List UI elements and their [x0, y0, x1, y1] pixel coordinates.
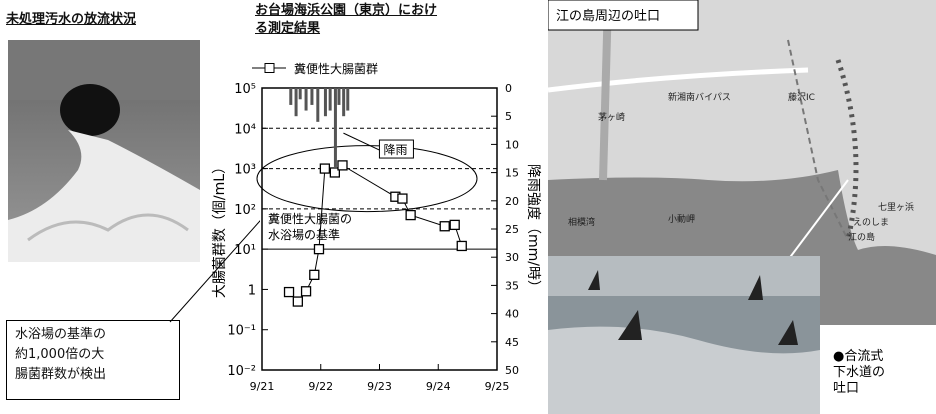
x-tick-label: 9/25 [485, 380, 510, 393]
marker [457, 241, 466, 250]
y2-tick-label: 40 [505, 308, 519, 321]
callout: 水浴場の基準の 約1,000倍の大 腸菌群数が検出 [6, 320, 180, 400]
marker [302, 287, 311, 296]
y2-tick-label: 50 [505, 364, 519, 377]
rain-bar [346, 88, 349, 111]
y2-tick-label: 0 [505, 82, 512, 95]
chart-title: お台場海浜公園（東京）における測定結果 [255, 2, 445, 38]
marker [285, 288, 294, 297]
marker [310, 270, 319, 279]
y2-tick-label: 25 [505, 223, 519, 236]
rain-bar [342, 88, 345, 116]
reference-label: 糞便性大腸菌の水浴場の基準 [268, 211, 352, 242]
marker [450, 220, 459, 229]
map-label: 江の島 [848, 231, 875, 243]
map-label: 七里ヶ浜 [878, 202, 914, 213]
map-label: 相模湾 [568, 216, 595, 228]
marker [440, 222, 449, 231]
y2-tick-label: 35 [505, 279, 519, 292]
map-label: えのしま [853, 217, 889, 228]
y2-tick-label: 10 [505, 138, 519, 151]
rain-bar [310, 88, 313, 105]
annotation: 降雨 [383, 143, 407, 157]
annotation-arrow [343, 133, 379, 150]
y2-tick-label: 5 [505, 110, 512, 123]
y-tick-label: 10⁻² [227, 364, 256, 379]
rain-bar [295, 88, 298, 116]
legend-marker [265, 64, 274, 73]
map-label: 新湘南バイパス [668, 91, 731, 103]
map-title: 江の島周辺の吐口 [556, 9, 660, 24]
marker [293, 297, 302, 306]
map-label: 小動岬 [668, 214, 695, 225]
marker [406, 211, 415, 220]
rain-bar [289, 88, 292, 105]
marker [314, 245, 323, 254]
rain-bar [334, 88, 337, 167]
callout-leader [0, 0, 260, 330]
marker [398, 194, 407, 203]
marker [320, 164, 329, 173]
y2-tick-label: 20 [505, 195, 519, 208]
map-label: 茅ヶ崎 [598, 111, 625, 123]
y2-axis-label: 降雨強度（mm/時） [525, 164, 541, 294]
figure: 未処理汚水の放流状況 お台場海浜公園（東京）における測定結果 10⁻²10⁻¹1… [0, 0, 936, 414]
rain-bar [337, 88, 340, 105]
map: 江の島周辺の吐口相模湾江の島小動岬茅ヶ崎藤沢IC新湘南バイパス七里ヶ浜えのしま●… [548, 0, 936, 414]
rain-bar [305, 88, 308, 111]
rain-bar [316, 88, 319, 122]
y2-tick-label: 30 [505, 251, 519, 264]
legend-label: 糞便性大腸菌群 [294, 61, 378, 76]
x-tick-label: 9/22 [308, 380, 333, 393]
y2-tick-label: 15 [505, 167, 519, 180]
x-tick-label: 9/24 [426, 380, 451, 393]
highlight-ellipse [257, 146, 477, 212]
x-tick-label: 9/21 [250, 380, 275, 393]
x-tick-label: 9/23 [367, 380, 392, 393]
rain-bar [329, 88, 332, 111]
map-label: 藤沢IC [788, 91, 815, 103]
y2-tick-label: 45 [505, 336, 519, 349]
rain-bar [324, 88, 327, 116]
marker [338, 161, 347, 170]
rain-bar [299, 88, 302, 99]
